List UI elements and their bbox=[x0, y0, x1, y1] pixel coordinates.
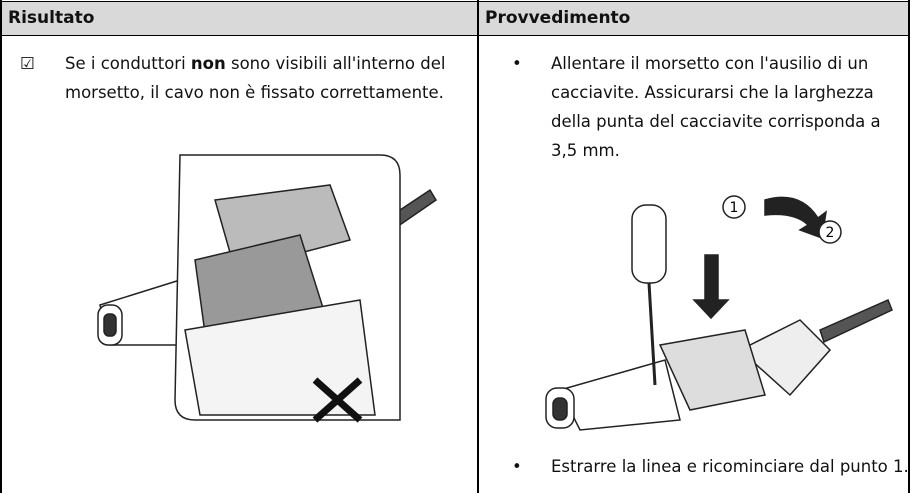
header-cell: Risultato bbox=[8, 8, 95, 28]
right-figure bbox=[545, 195, 893, 431]
header-cell: Provvedimento bbox=[485, 8, 631, 28]
left-figure bbox=[97, 154, 438, 423]
callout: 1 bbox=[730, 200, 739, 216]
bullet: • bbox=[512, 54, 522, 73]
header-row: Risultato Provvedimento bbox=[1, 1, 909, 36]
text: Se i conduttori bbox=[65, 54, 191, 73]
bold-text: non bbox=[190, 54, 226, 73]
checkbox: ☑ bbox=[20, 54, 35, 73]
border bbox=[477, 0, 479, 493]
bullet: • bbox=[512, 457, 522, 476]
callout: 2 bbox=[826, 225, 835, 241]
cell-text: Se i conduttori non sono visibili all'in… bbox=[65, 49, 465, 107]
text: sono visibili all'interno del morsetto, … bbox=[65, 54, 446, 102]
list-item: Allentare il morsetto con l'ausilio di u… bbox=[551, 54, 881, 160]
border bbox=[908, 0, 910, 493]
list-item: Estrarre la linea e ricominciare dal pun… bbox=[551, 457, 909, 476]
border bbox=[0, 0, 2, 493]
